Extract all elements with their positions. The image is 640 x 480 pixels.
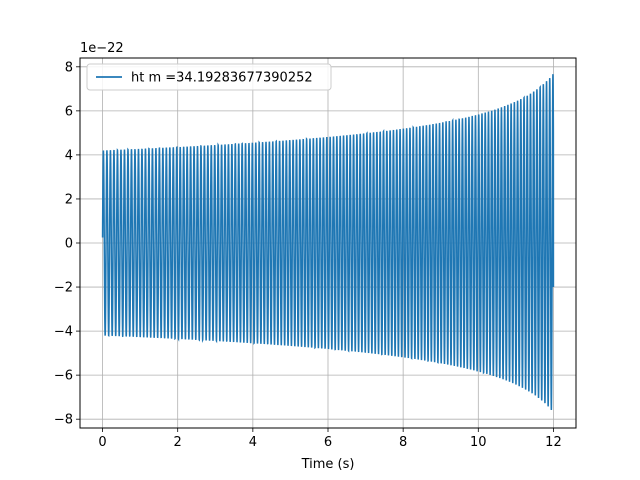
- legend-box: [86, 63, 332, 91]
- plot-area: [101, 74, 555, 411]
- legend-label: ht m =34.19283677390252: [131, 71, 313, 86]
- x-tick-label: 8: [399, 435, 407, 450]
- y-tick-label: −8: [54, 413, 73, 428]
- x-tick-label: 4: [249, 435, 257, 450]
- y-tick-label: 0: [65, 237, 73, 252]
- y-tick-label: −6: [54, 369, 73, 384]
- x-tick-label: 12: [545, 435, 562, 450]
- y-tick-label: 4: [65, 148, 73, 163]
- x-tick-label: 0: [98, 435, 106, 450]
- x-axis: 0 2 4 6 8 10 12: [98, 428, 562, 450]
- y-tick-label: 2: [65, 192, 73, 207]
- legend: ht m =34.19283677390252: [86, 63, 332, 91]
- x-tick-label: 2: [174, 435, 182, 450]
- y-tick-label: 8: [65, 60, 73, 75]
- series-line: [101, 74, 555, 411]
- x-tick-label: 10: [470, 435, 487, 450]
- y-axis: −8 −6 −4 −2 0 2 4 6 8: [54, 60, 80, 428]
- x-axis-label: Time (s): [301, 457, 355, 472]
- y-tick-label: −4: [54, 325, 73, 340]
- x-tick-label: 6: [324, 435, 332, 450]
- y-tick-label: −2: [54, 281, 73, 296]
- y-offset-label: 1e−22: [80, 41, 124, 56]
- y-tick-label: 6: [65, 104, 73, 119]
